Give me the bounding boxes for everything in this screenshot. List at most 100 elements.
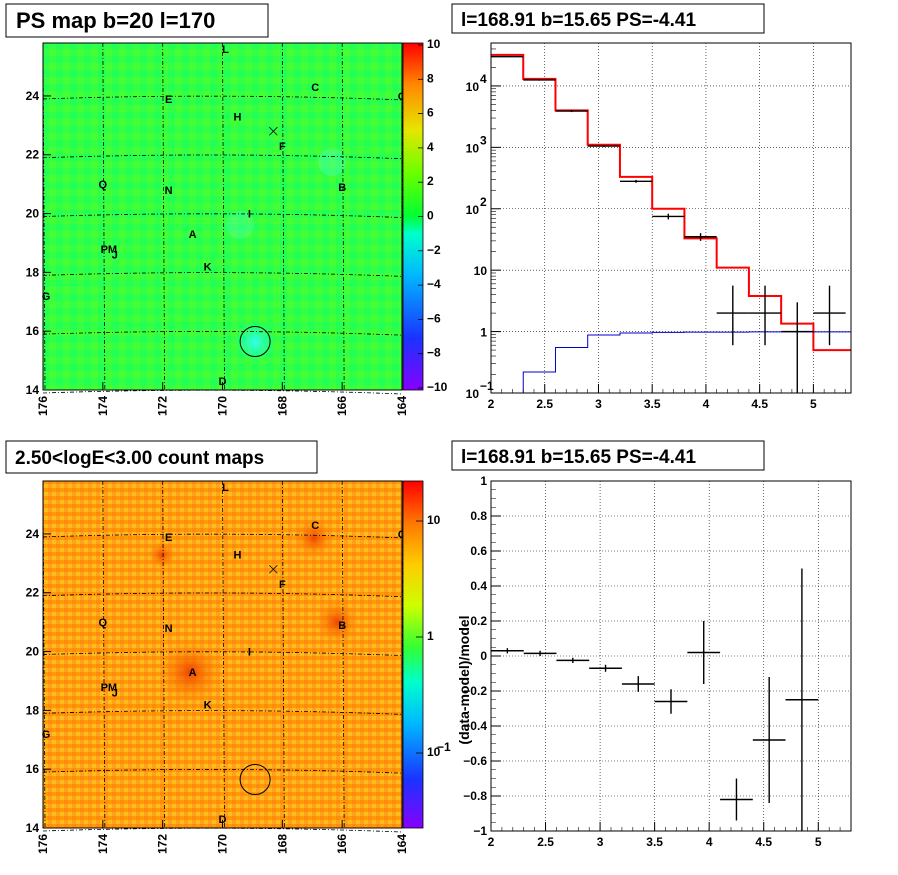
residual-plot: [491, 568, 819, 831]
residual-y-tick-label: −1: [473, 824, 487, 838]
residual-title: l=168.91 b=15.65 PS=-4.41: [461, 447, 696, 468]
spectrum-y-tick-label: 10: [466, 80, 480, 94]
residual-panel: l=168.91 b=15.65 PS=-4.41 2 2.5 3 3.5 4 4.5 5 1…: [451, 440, 852, 849]
map-grid-parallel: [42, 213, 403, 218]
residual-x-tick-label: 2: [488, 835, 495, 849]
residual-x-tick-label: 3.5: [646, 835, 663, 849]
map-x-tick-label: 164: [395, 396, 409, 416]
map-source-marker: K: [204, 261, 212, 273]
residual-x-tick-label: 3: [597, 835, 604, 849]
ps-map-hotspot: [226, 211, 254, 239]
map-source-marker: L: [222, 482, 229, 494]
map-y-tick-label: 20: [26, 207, 40, 221]
ps-map-panel: PS map b=20 l=170 LCOEHFQNBIAPMJKGD 1086…: [5, 3, 448, 416]
map-source-marker: N: [165, 623, 173, 635]
count-map-grid: [42, 480, 405, 833]
colorbar-tick-label: 4: [427, 140, 434, 154]
residual-x-tick-label: 5: [815, 835, 822, 849]
map-y-tick-label: 20: [26, 645, 40, 659]
map-source-marker: I: [248, 209, 251, 221]
map-x-tick-label: 164: [395, 834, 409, 854]
map-source-marker: N: [165, 185, 173, 197]
count-map-hotspot: [294, 518, 334, 558]
residual-y-tick-label: −0.6: [463, 754, 487, 768]
residual-ylabel: (data-model)/model: [456, 615, 472, 744]
map-y-tick-label: 18: [26, 703, 40, 717]
map-source-marker: G: [42, 291, 51, 303]
map-source-marker: K: [204, 699, 212, 711]
map-y-tick-label: 14: [26, 383, 40, 397]
residual-y-tick-label: −0.2: [463, 684, 487, 698]
spectrum-x-tick-label: 3.5: [644, 397, 661, 411]
spectrum-x-tick-label: 5: [810, 397, 817, 411]
spectrum-background-histogram: [491, 331, 851, 394]
residual-y-tick-label: 0.2: [470, 614, 487, 628]
ps-map-image: [43, 43, 402, 390]
count-map-hotspot: [315, 600, 359, 644]
map-grid-parallel: [42, 331, 403, 336]
spectrum-y-tick-label: 10: [474, 264, 488, 278]
map-x-tick-label: 168: [275, 396, 289, 416]
spectrum-plot: [491, 53, 851, 394]
map-source-marker: F: [279, 141, 286, 153]
map-grid-meridian: [341, 42, 345, 391]
map-grid-parallel: [42, 154, 403, 160]
map-source-marker: L: [222, 44, 229, 56]
map-grid-meridian: [281, 480, 285, 829]
residual-y-tick-label: −0.4: [463, 719, 487, 733]
spectrum-model-histogram: [491, 53, 851, 352]
spectrum-y-tick-label: 10: [466, 203, 480, 217]
residual-y-tick-label: 0.8: [470, 509, 487, 523]
colorbar-tick-label: −2: [427, 243, 441, 257]
count-map-hotspot: [158, 640, 222, 704]
map-cross-marker: [269, 126, 278, 136]
map-grid-parallel: [42, 651, 403, 656]
colorbar-tick-label: 8: [427, 71, 434, 85]
count-map-image: [43, 481, 402, 828]
map-source-marker: E: [165, 94, 172, 106]
colorbar-tick-label: −10: [427, 380, 448, 394]
map-grid-parallel: [42, 769, 403, 774]
spectrum-title-box: [451, 3, 765, 34]
spectrum-x-tick-label: 4.5: [751, 397, 768, 411]
map-source-marker: F: [279, 579, 286, 591]
spectrum-y-tick-exponent: 3: [480, 133, 487, 147]
map-source-marker: A: [189, 229, 197, 241]
count-map-title-box: [5, 440, 318, 474]
spectrum-y-tick-exponent: 2: [480, 195, 487, 209]
map-x-tick-label: 172: [156, 396, 170, 416]
spectrum-x-tick-label: 3: [595, 397, 602, 411]
map-grid-parallel: [42, 592, 403, 598]
map-grid-parallel: [42, 710, 403, 715]
map-grid-meridian: [162, 480, 166, 829]
colorbar-tick-label: 6: [427, 106, 434, 120]
map-source-marker: B: [338, 182, 346, 194]
colorbar-tick-label: 10: [427, 37, 441, 51]
map-source-marker: H: [233, 112, 241, 124]
spectrum-x-tick-label: 4: [703, 397, 710, 411]
map-grid-meridian: [102, 480, 106, 829]
colorbar-tick-label: −8: [427, 346, 441, 360]
residual-axes: 2 2.5 3 3.5 4 4.5 5 1 0.8 0.6 0.4 0.2 0 −0.2 −0.4 −0.6 −…: [463, 474, 852, 849]
map-x-tick-label: 174: [96, 834, 110, 854]
map-y-tick-label: 16: [26, 324, 40, 338]
map-source-marker: I: [248, 647, 251, 659]
map-grid-meridian: [222, 480, 225, 829]
residual-x-tick-label: 4.5: [755, 835, 772, 849]
map-y-tick-label: 18: [26, 265, 40, 279]
residual-x-tick-label: 4: [706, 835, 713, 849]
spectrum-y-tick-exponent: 4: [480, 72, 487, 86]
map-y-tick-label: 22: [26, 586, 40, 600]
map-y-tick-label: 24: [26, 527, 40, 541]
map-grid-parallel: [42, 95, 403, 101]
residual-y-tick-label: −0.8: [463, 789, 487, 803]
colorbar-tick-exponent: −1: [437, 740, 451, 754]
colorbar-tick-label: 10: [427, 745, 441, 759]
spectrum-y-tick-label: 10: [466, 387, 480, 401]
residual-y-tick-label: 0.6: [470, 544, 487, 558]
map-source-marker: H: [233, 550, 241, 562]
